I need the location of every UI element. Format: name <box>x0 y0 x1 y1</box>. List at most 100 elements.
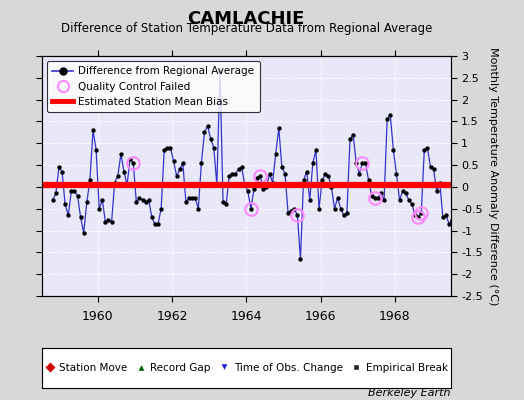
Point <box>132 199 140 205</box>
Point <box>302 168 311 175</box>
Point <box>442 212 450 218</box>
Point <box>343 210 351 216</box>
Point <box>111 179 119 186</box>
Point <box>129 160 137 166</box>
Point <box>222 201 231 208</box>
Point <box>247 206 255 212</box>
Point <box>370 195 379 201</box>
Point <box>200 129 209 136</box>
Point <box>485 227 494 234</box>
Point <box>315 206 323 212</box>
Legend: Station Move, Record Gap, Time of Obs. Change, Empirical Break: Station Move, Record Gap, Time of Obs. C… <box>40 359 452 377</box>
Point <box>364 177 373 184</box>
Point <box>210 144 218 151</box>
Point <box>340 212 348 218</box>
Point <box>89 127 97 133</box>
Point <box>290 206 299 212</box>
Point <box>293 212 301 218</box>
Point <box>179 160 187 166</box>
Point <box>389 147 398 153</box>
Point <box>114 173 122 179</box>
Text: 1962: 1962 <box>156 310 188 323</box>
Point <box>107 219 116 225</box>
Point <box>58 168 66 175</box>
Point <box>77 214 85 221</box>
Text: Berkeley Earth: Berkeley Earth <box>368 388 451 398</box>
Point <box>296 256 304 262</box>
Point <box>299 177 308 184</box>
Point <box>377 190 385 197</box>
Point <box>67 188 75 194</box>
Point <box>141 199 150 205</box>
Point <box>225 173 234 179</box>
Point <box>148 214 156 221</box>
Point <box>54 164 63 170</box>
Point <box>244 188 252 194</box>
Point <box>380 197 388 203</box>
Point <box>49 197 57 203</box>
Point <box>408 201 416 208</box>
Point <box>445 221 453 227</box>
Y-axis label: Monthly Temperature Anomaly Difference (°C): Monthly Temperature Anomaly Difference (… <box>488 47 498 305</box>
Point <box>392 171 401 177</box>
Point <box>191 195 199 201</box>
Point <box>250 186 258 192</box>
Point <box>98 197 106 203</box>
Point <box>479 219 487 225</box>
Point <box>166 144 174 151</box>
Point <box>414 214 422 221</box>
Point <box>312 147 320 153</box>
Point <box>241 182 249 188</box>
Point <box>73 192 82 199</box>
Point <box>135 195 144 201</box>
Point <box>234 166 243 173</box>
Point <box>271 151 280 157</box>
Point <box>383 116 391 122</box>
Point <box>430 166 438 173</box>
Point <box>278 164 286 170</box>
Legend: Difference from Regional Average, Quality Control Failed, Estimated Station Mean: Difference from Regional Average, Qualit… <box>47 61 259 112</box>
Point <box>157 206 165 212</box>
Point <box>126 155 134 162</box>
Text: 1960: 1960 <box>82 310 114 323</box>
Point <box>160 147 168 153</box>
Point <box>281 171 289 177</box>
Point <box>101 219 110 225</box>
Point <box>333 195 342 201</box>
Point <box>358 160 367 166</box>
Point <box>411 212 419 218</box>
Point <box>163 144 171 151</box>
Point <box>448 216 456 223</box>
Point <box>488 216 497 223</box>
Point <box>463 166 472 173</box>
Point <box>262 184 270 190</box>
Point <box>395 197 403 203</box>
Point <box>92 147 100 153</box>
Point <box>169 158 178 164</box>
Point <box>182 199 190 205</box>
Point <box>95 206 103 212</box>
Point <box>349 131 357 138</box>
Point <box>219 199 227 205</box>
Point <box>374 195 382 201</box>
Text: Difference of Station Temperature Data from Regional Average: Difference of Station Temperature Data f… <box>61 22 432 35</box>
Point <box>206 136 215 142</box>
Point <box>321 171 330 177</box>
Point <box>83 199 91 205</box>
Point <box>216 68 224 74</box>
Point <box>336 206 345 212</box>
Point <box>466 206 475 212</box>
Point <box>203 123 212 129</box>
Point <box>318 177 326 184</box>
Point <box>361 160 369 166</box>
Point <box>287 208 296 214</box>
Point <box>352 160 361 166</box>
Point <box>451 206 460 212</box>
Point <box>473 179 481 186</box>
Point <box>427 164 435 170</box>
Point <box>432 188 441 194</box>
Point <box>346 136 354 142</box>
Point <box>386 112 395 118</box>
Point <box>367 192 376 199</box>
Point <box>61 201 69 208</box>
